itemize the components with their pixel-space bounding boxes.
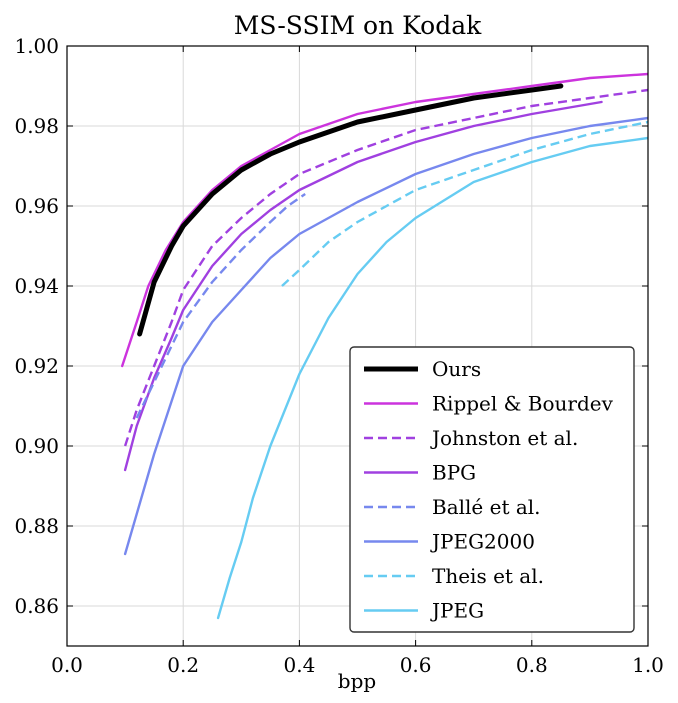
legend-box	[349, 346, 635, 633]
legend-label-rippel-bourdev: Rippel & Bourdev	[432, 392, 614, 416]
legend-label-theis-et-al: Theis et al.	[432, 564, 544, 588]
x-tick-label: 0.2	[167, 653, 199, 677]
x-tick-label: 1.0	[632, 653, 664, 677]
legend-label-bpg: BPG	[432, 461, 476, 485]
y-tick-label: 0.98	[14, 114, 59, 138]
x-tick-label: 0.8	[516, 653, 548, 677]
y-tick-label: 1.00	[14, 34, 59, 58]
x-tick-label: 0.0	[51, 653, 83, 677]
legend-label-ours: Ours	[432, 357, 481, 381]
series-line-ours	[137, 83, 564, 337]
series-line-jpeg2000	[123, 116, 648, 556]
tick-labels: 0.0 0.2 0.4 0.6 0.8 1.0 0.86 0.88 0.90 0.92 0.94 0.…	[14, 34, 663, 677]
legend-label-jpeg: JPEG	[430, 599, 484, 623]
axis-frame	[66, 45, 649, 647]
axis-ticks	[66, 45, 649, 646]
series-line-johnston-et-al	[123, 88, 648, 447]
series-line-ball-et-al	[135, 193, 306, 419]
y-tick-label: 0.90	[14, 434, 59, 458]
y-tick-label: 0.88	[14, 514, 59, 538]
legend-label-johnston-et-al: Johnston et al.	[430, 426, 578, 450]
legend: Ours Rippel & Bourdev Johnston et al. BPG Ba…	[349, 346, 635, 633]
y-tick-label: 0.92	[14, 354, 59, 378]
series-line-theis-et-al	[281, 120, 648, 287]
series-line-jpeg	[216, 136, 648, 620]
chart-title: MS-SSIM on Kodak	[234, 11, 482, 40]
y-tick-label: 0.94	[14, 274, 59, 298]
x-tick-label: 0.6	[400, 653, 432, 677]
x-tick-label: 0.4	[283, 653, 315, 677]
data-series	[120, 72, 648, 620]
y-tick-label: 0.96	[14, 194, 59, 218]
legend-label-jpeg2000: JPEG2000	[430, 530, 535, 554]
series-line-bpg	[123, 100, 603, 472]
y-tick-label: 0.86	[14, 594, 59, 618]
legend-label-ball-et-al: Ballé et al.	[432, 495, 541, 519]
series-line-rippel-bourdev	[120, 72, 648, 368]
x-axis-label: bpp	[338, 669, 376, 693]
